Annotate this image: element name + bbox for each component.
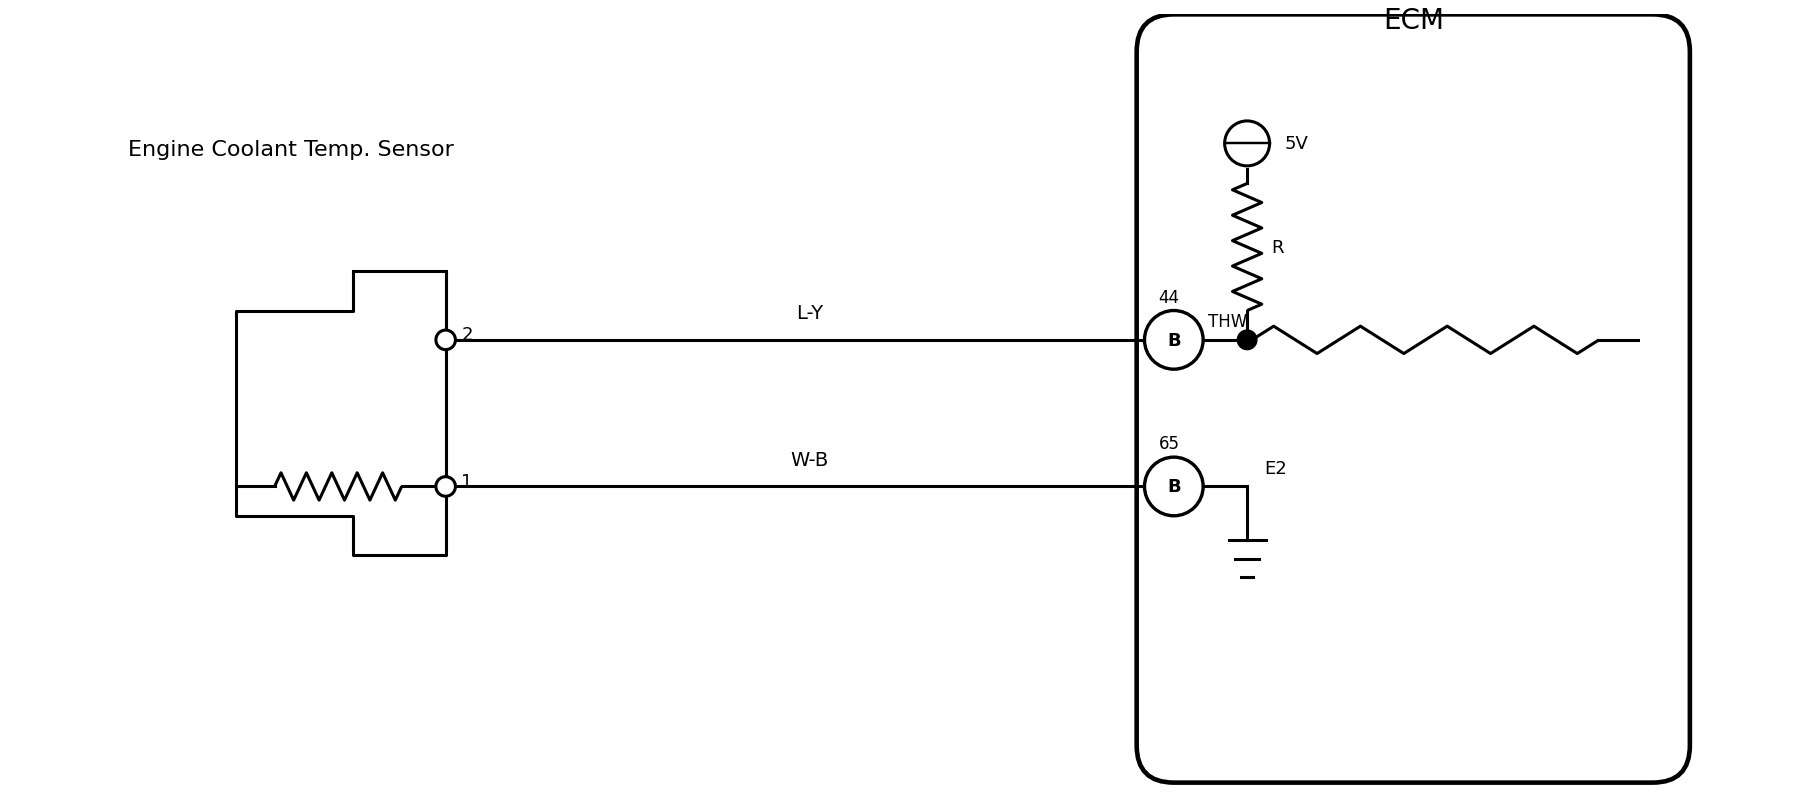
- Circle shape: [1144, 311, 1204, 370]
- Text: L-Y: L-Y: [796, 304, 823, 323]
- Text: B: B: [1168, 331, 1180, 350]
- Text: R: R: [1271, 239, 1284, 257]
- Text: THW: THW: [1207, 313, 1247, 330]
- Circle shape: [435, 330, 455, 350]
- Circle shape: [1236, 330, 1256, 350]
- Text: 44: 44: [1159, 288, 1180, 306]
- Text: W-B: W-B: [790, 450, 829, 469]
- Circle shape: [435, 477, 455, 496]
- Text: B: B: [1168, 478, 1180, 496]
- Text: 65: 65: [1159, 435, 1180, 452]
- Text: ECM: ECM: [1383, 7, 1443, 34]
- Text: 1: 1: [461, 472, 473, 490]
- Text: 2: 2: [461, 326, 473, 343]
- Circle shape: [1144, 458, 1204, 516]
- Text: 5V: 5V: [1284, 136, 1309, 153]
- FancyBboxPatch shape: [1137, 15, 1690, 783]
- Text: Engine Coolant Temp. Sensor: Engine Coolant Temp. Sensor: [129, 140, 453, 160]
- Circle shape: [1224, 122, 1269, 167]
- Text: E2: E2: [1265, 459, 1287, 477]
